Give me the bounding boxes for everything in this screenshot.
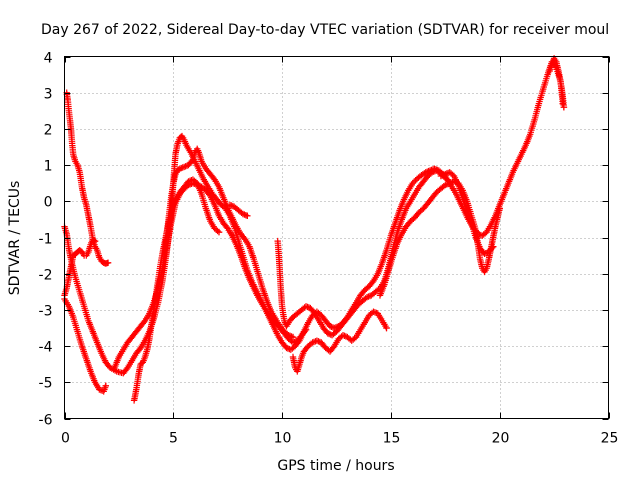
data-point (560, 104, 568, 111)
data-point (90, 237, 98, 244)
data-point (488, 244, 496, 252)
data-point (490, 243, 497, 250)
data-markers (61, 55, 568, 404)
data-point (410, 178, 418, 185)
y-tick-label: 1 (44, 159, 53, 175)
series-track-g (159, 145, 297, 341)
y-tick-label: -1 (39, 232, 53, 248)
y-tick-label: -4 (39, 340, 53, 356)
chart-title: Day 267 of 2022, Sidereal Day-to-day VTE… (41, 22, 609, 38)
x-tick-label: 25 (601, 431, 619, 447)
y-tick-label: -6 (39, 413, 53, 429)
x-tick-label: 5 (169, 431, 178, 447)
x-tick-label: 20 (492, 431, 510, 447)
series-track-j (289, 308, 390, 375)
y-axis-label: SDTVAR / TECUs (7, 181, 23, 296)
series-track-m (546, 55, 568, 111)
x-tick-label: 10 (274, 431, 292, 447)
y-tick-label: -5 (39, 376, 53, 392)
data-point (302, 326, 310, 333)
data-point (496, 205, 503, 212)
data-point (215, 228, 223, 236)
data-point (409, 180, 416, 187)
y-tick-label: 4 (44, 51, 53, 67)
y-tick-label: 2 (44, 123, 53, 139)
series-track-b (63, 89, 112, 267)
y-tick-label: -3 (39, 304, 53, 320)
data-point (102, 382, 109, 390)
data-point (244, 212, 251, 219)
data-point (440, 171, 447, 178)
data-point (91, 237, 99, 245)
y-tick-label: -2 (39, 268, 53, 284)
x-tick-label: 0 (61, 431, 70, 447)
data-point (104, 259, 112, 266)
x-axis-label: GPS time / hours (277, 458, 394, 474)
series-track-l (437, 169, 497, 257)
x-tick-label: 15 (383, 431, 401, 447)
data-point (383, 324, 390, 332)
plot-frame (64, 56, 609, 419)
series-track-h (226, 201, 251, 219)
y-tick-label: 3 (44, 87, 53, 103)
y-tick-label: 0 (44, 195, 53, 211)
data-point (214, 227, 221, 235)
data-point (289, 333, 297, 341)
data-point (301, 328, 309, 335)
axis-ticks: 0 5 10 15 20 25 -6 -5 -4 -3 -2 -1 0 1 2 3 4 (39, 51, 619, 447)
data-point (288, 333, 295, 340)
